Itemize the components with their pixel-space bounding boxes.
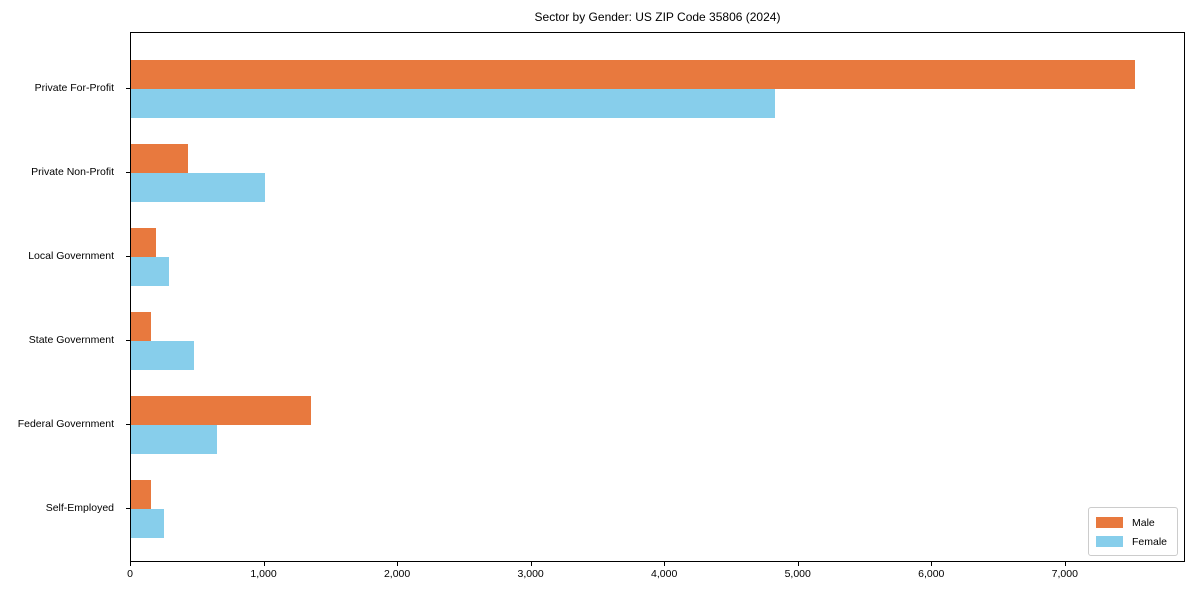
x-tick-label: 2,000 <box>383 568 411 580</box>
y-tick <box>126 424 130 425</box>
x-tick <box>397 562 399 566</box>
x-tick <box>130 562 131 566</box>
x-tick-label: 1,000 <box>250 568 277 580</box>
y-tick-label: State Government <box>28 334 114 346</box>
bar-male <box>131 144 189 173</box>
bar-female <box>131 173 265 202</box>
y-tick-label: Private Non-Profit <box>31 166 114 178</box>
y-tick <box>126 508 130 509</box>
bar-female <box>131 257 170 286</box>
legend-swatch-female <box>1096 536 1123 547</box>
bar-male <box>131 60 1136 89</box>
y-tick <box>126 340 130 341</box>
legend-label: Female <box>1132 535 1168 548</box>
y-tick-label: Local Government <box>28 250 114 262</box>
y-tick <box>126 88 130 89</box>
x-tick <box>530 562 532 566</box>
x-tick-label: 3,000 <box>517 568 544 580</box>
x-tick-label: 6,000 <box>918 568 945 580</box>
legend: Male Female <box>1088 507 1178 556</box>
bar-female <box>131 425 218 454</box>
legend-swatch-male <box>1096 517 1123 528</box>
x-tick <box>1064 562 1066 566</box>
legend-item-female: Female <box>1096 533 1169 551</box>
bar-female <box>131 509 165 538</box>
x-tick <box>263 562 265 566</box>
y-tick <box>126 172 130 173</box>
bar-female <box>131 89 775 118</box>
y-tick-label: Private For-Profit <box>34 82 114 94</box>
x-tick <box>797 562 799 566</box>
bar-male <box>131 480 152 509</box>
y-tick-label: Self-Employed <box>45 502 114 514</box>
x-tick-label: 4,000 <box>651 568 678 580</box>
y-tick-label: Federal Government <box>17 418 114 430</box>
bar-male <box>131 312 152 341</box>
chart-title: Sector by Gender: US ZIP Code 35806 (202… <box>534 10 781 24</box>
legend-label: Male <box>1132 516 1155 529</box>
x-tick <box>931 562 933 566</box>
plot-area <box>130 32 1185 562</box>
x-tick <box>664 562 666 566</box>
legend-item-male: Male <box>1096 514 1169 532</box>
bar-male <box>131 228 157 257</box>
bar-male <box>131 396 312 425</box>
x-tick-label: 7,000 <box>1051 568 1078 580</box>
x-tick-label: 0 <box>127 568 133 580</box>
x-tick-label: 5,000 <box>784 568 811 580</box>
y-tick <box>126 256 130 257</box>
bar-female <box>131 341 194 370</box>
